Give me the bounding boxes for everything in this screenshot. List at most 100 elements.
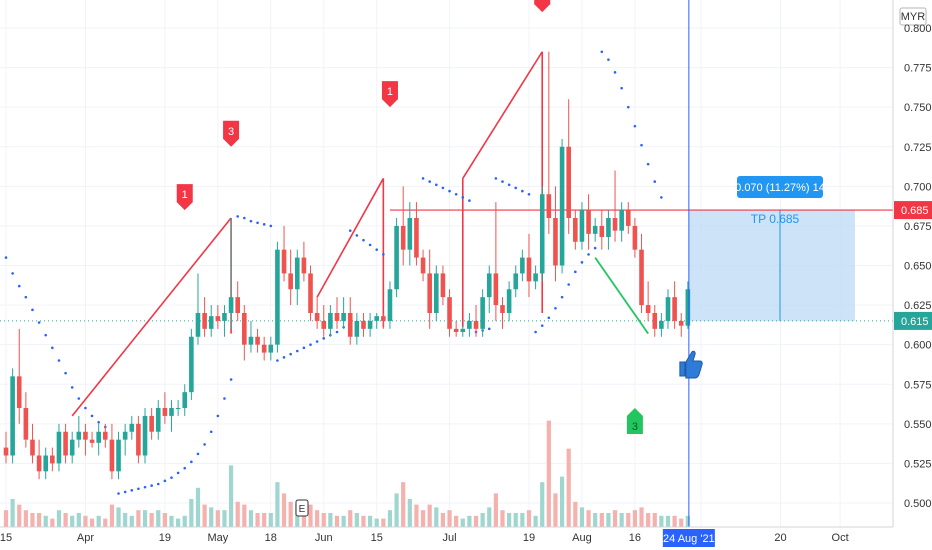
sar-dot — [17, 284, 21, 288]
candle-body — [235, 297, 240, 313]
green-trend-line — [594, 257, 649, 335]
volume-bar — [262, 513, 267, 527]
volume-bar — [149, 513, 154, 527]
sar-dot — [24, 295, 28, 299]
sar-dot — [626, 105, 630, 109]
volume-bar — [665, 515, 671, 527]
volume-bar — [487, 507, 492, 527]
candle-body — [592, 225, 598, 234]
volume-bar — [315, 510, 320, 527]
trend-lines[interactable] — [0, 51, 893, 417]
sar-dot — [97, 420, 100, 424]
candle-body — [89, 439, 95, 443]
date-tick-label: Aug — [572, 532, 592, 544]
candle-body — [122, 431, 128, 440]
sar-dot — [567, 283, 570, 286]
volume-bar — [50, 518, 55, 527]
volume-bar — [169, 515, 174, 527]
wave-marker-label: 3 — [228, 126, 234, 138]
candle-body — [189, 336, 194, 393]
trend-line — [316, 178, 385, 298]
candle-body — [493, 273, 499, 306]
candle-body — [103, 431, 108, 440]
sar-dot — [243, 216, 246, 220]
tp-zone-fill — [688, 210, 855, 321]
wave-marker-label: 1 — [387, 86, 393, 98]
volume-bar — [209, 507, 214, 527]
volume-bar — [652, 513, 657, 527]
wave-marker-3 — [626, 408, 643, 434]
wave-marker-label: 3 — [539, 0, 545, 3]
candle-body — [169, 408, 174, 416]
sar-dot — [64, 371, 67, 375]
candle-body — [96, 431, 101, 443]
candle-body — [3, 447, 9, 456]
sar-dot — [223, 397, 226, 400]
sar-dot — [70, 386, 74, 389]
date-tick-label: May — [207, 532, 228, 544]
trend-line — [462, 51, 543, 179]
candle-body — [321, 320, 327, 329]
volume-bar — [123, 513, 128, 527]
sar-dot — [315, 340, 319, 343]
candle-body — [400, 225, 406, 250]
volume-bar — [626, 513, 631, 527]
volume-bar — [672, 515, 677, 527]
sar-dot — [600, 50, 604, 54]
volume-bar — [546, 420, 551, 527]
volume-bar — [493, 493, 498, 527]
sar-dot — [196, 452, 200, 456]
sar-dot — [593, 246, 597, 250]
volume-bar — [156, 510, 161, 527]
candle-body — [142, 415, 148, 456]
candle-body — [632, 225, 638, 250]
candle-body — [162, 408, 168, 416]
volume-bar — [142, 510, 148, 527]
last-price-tag-label: 0.615 — [901, 316, 929, 328]
price-axis-bg — [893, 0, 932, 550]
sar-dot — [607, 58, 610, 61]
volume-bar — [222, 510, 227, 527]
sar-dot — [521, 189, 524, 193]
candle-body — [381, 316, 386, 321]
sar-dot — [137, 487, 140, 491]
price-tick-label: 0.675 — [904, 221, 932, 233]
candle-body — [486, 273, 492, 298]
volume-bar — [308, 504, 313, 527]
volume-bar — [17, 504, 22, 527]
sar-dot — [51, 346, 54, 350]
candle-body — [539, 194, 545, 274]
volume-bar — [70, 515, 75, 527]
volume-bar — [394, 493, 399, 527]
volume-bar — [10, 499, 15, 527]
sar-dot — [37, 321, 41, 324]
sar-dot — [421, 177, 425, 180]
price-tick-label: 0.550 — [904, 419, 932, 431]
sar-dot — [640, 143, 643, 147]
volume-bar — [401, 482, 406, 527]
candle-body — [606, 218, 611, 237]
volume-bar — [612, 510, 618, 527]
volume-bar — [553, 493, 558, 527]
sar-dot — [375, 248, 379, 251]
candle-body — [109, 439, 115, 472]
sar-dot — [309, 343, 312, 346]
trend-line — [71, 217, 232, 417]
candle-body — [301, 257, 307, 274]
candle-body — [672, 297, 677, 321]
candle-body — [136, 423, 141, 456]
date-tick-label: Oct — [832, 532, 849, 544]
candle-body — [434, 273, 439, 313]
wave-marker-label: 1 — [182, 189, 188, 201]
candle-body — [30, 439, 35, 456]
candle-body — [652, 313, 658, 329]
candle-body — [16, 376, 22, 408]
candle-body — [261, 344, 267, 353]
candle-body — [559, 146, 565, 266]
date-tick-label: 19 — [159, 532, 171, 544]
sar-dot — [143, 485, 147, 489]
take-profit-zone[interactable]: TP 0.685 — [688, 210, 855, 321]
volume-bar — [361, 515, 366, 527]
